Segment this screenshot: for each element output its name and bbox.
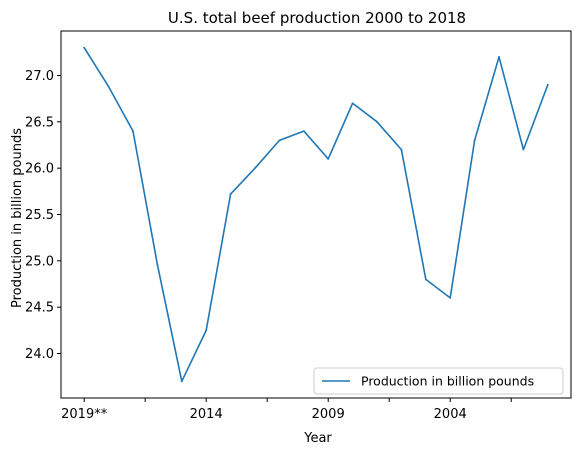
y-axis-title: Production in billion pounds bbox=[10, 128, 25, 308]
y-tick-label: 25.5 bbox=[25, 208, 54, 223]
y-tick-label: 24.0 bbox=[25, 347, 54, 362]
data-point bbox=[352, 102, 354, 104]
data-point bbox=[205, 329, 207, 331]
x-tick-label: 2019** bbox=[61, 407, 108, 422]
y-tick-label: 26.0 bbox=[25, 162, 54, 177]
data-point bbox=[425, 278, 427, 280]
y-tick-label: 24.5 bbox=[25, 301, 54, 316]
data-point bbox=[303, 130, 305, 132]
x-tick-label: 2014 bbox=[190, 407, 223, 422]
data-point bbox=[108, 86, 110, 88]
data-point bbox=[83, 47, 85, 49]
data-point bbox=[254, 167, 256, 169]
data-point bbox=[230, 193, 232, 195]
x-tick-label: 2009 bbox=[312, 407, 345, 422]
data-point bbox=[449, 297, 451, 299]
data-point bbox=[132, 130, 134, 132]
data-point bbox=[327, 158, 329, 160]
data-point bbox=[523, 149, 525, 151]
legend: Production in billion pounds bbox=[314, 368, 563, 394]
x-tick-label: 2004 bbox=[434, 407, 467, 422]
x-axis-title: Year bbox=[303, 431, 332, 446]
data-point bbox=[547, 84, 549, 86]
data-point bbox=[278, 139, 280, 141]
data-point bbox=[498, 56, 500, 58]
data-point bbox=[376, 121, 378, 123]
data-point bbox=[181, 380, 183, 382]
data-point bbox=[156, 264, 158, 266]
y-tick-label: 25.0 bbox=[25, 254, 54, 269]
y-tick-label: 26.5 bbox=[25, 115, 54, 130]
chart-title: U.S. total beef production 2000 to 2018 bbox=[168, 9, 466, 27]
data-point bbox=[401, 149, 403, 151]
legend-label: Production in billion pounds bbox=[361, 374, 534, 389]
y-tick-label: 27.0 bbox=[25, 69, 54, 84]
data-point bbox=[474, 139, 476, 141]
